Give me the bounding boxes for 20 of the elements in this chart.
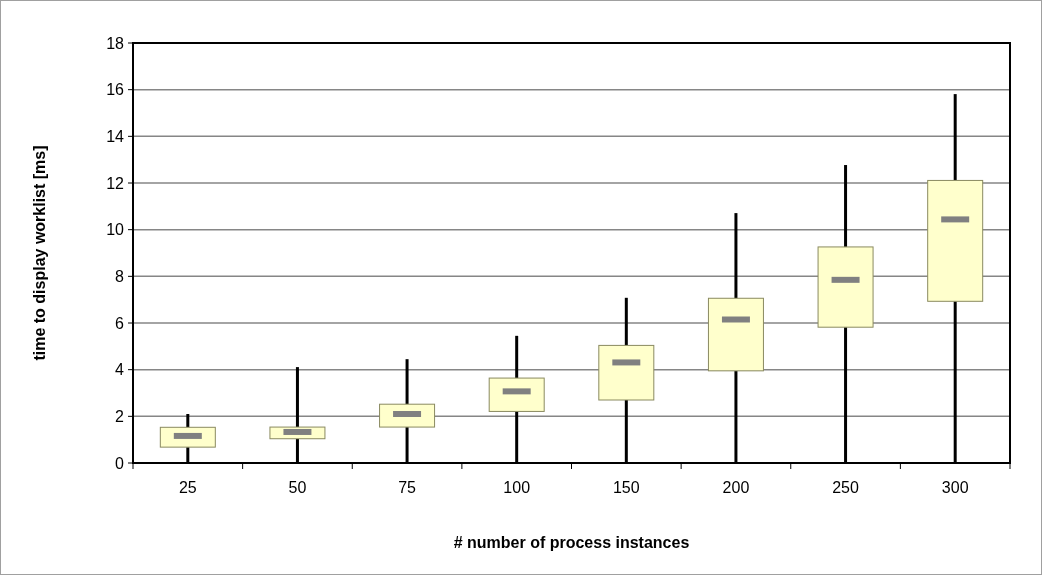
- x-tick-label: 100: [503, 479, 531, 496]
- y-tick-label: 6: [115, 314, 125, 332]
- y-tick-label: 4: [115, 361, 125, 379]
- x-axis-title: # number of process instances: [453, 534, 690, 551]
- x-tick-label: 150: [612, 479, 640, 496]
- y-tick-label: 16: [106, 81, 125, 99]
- y-tick-label: 0: [115, 454, 125, 472]
- y-tick-label: 12: [106, 174, 125, 192]
- y-tick-label: 10: [106, 221, 125, 239]
- y-tick-label: 2: [115, 407, 125, 425]
- y-tick-label: 14: [106, 127, 125, 145]
- x-tick-label: 250: [832, 479, 860, 496]
- y-axis-title: time to display worklist [ms]: [31, 145, 48, 361]
- y-tick-label: 8: [115, 267, 125, 285]
- x-tick-label: 50: [288, 479, 307, 496]
- y-tick-label: 18: [106, 34, 125, 52]
- x-tick-label: 25: [178, 479, 197, 496]
- x-tick-label: 300: [941, 479, 969, 496]
- x-tick-label: 200: [722, 479, 750, 496]
- x-tick-label: 75: [398, 479, 417, 496]
